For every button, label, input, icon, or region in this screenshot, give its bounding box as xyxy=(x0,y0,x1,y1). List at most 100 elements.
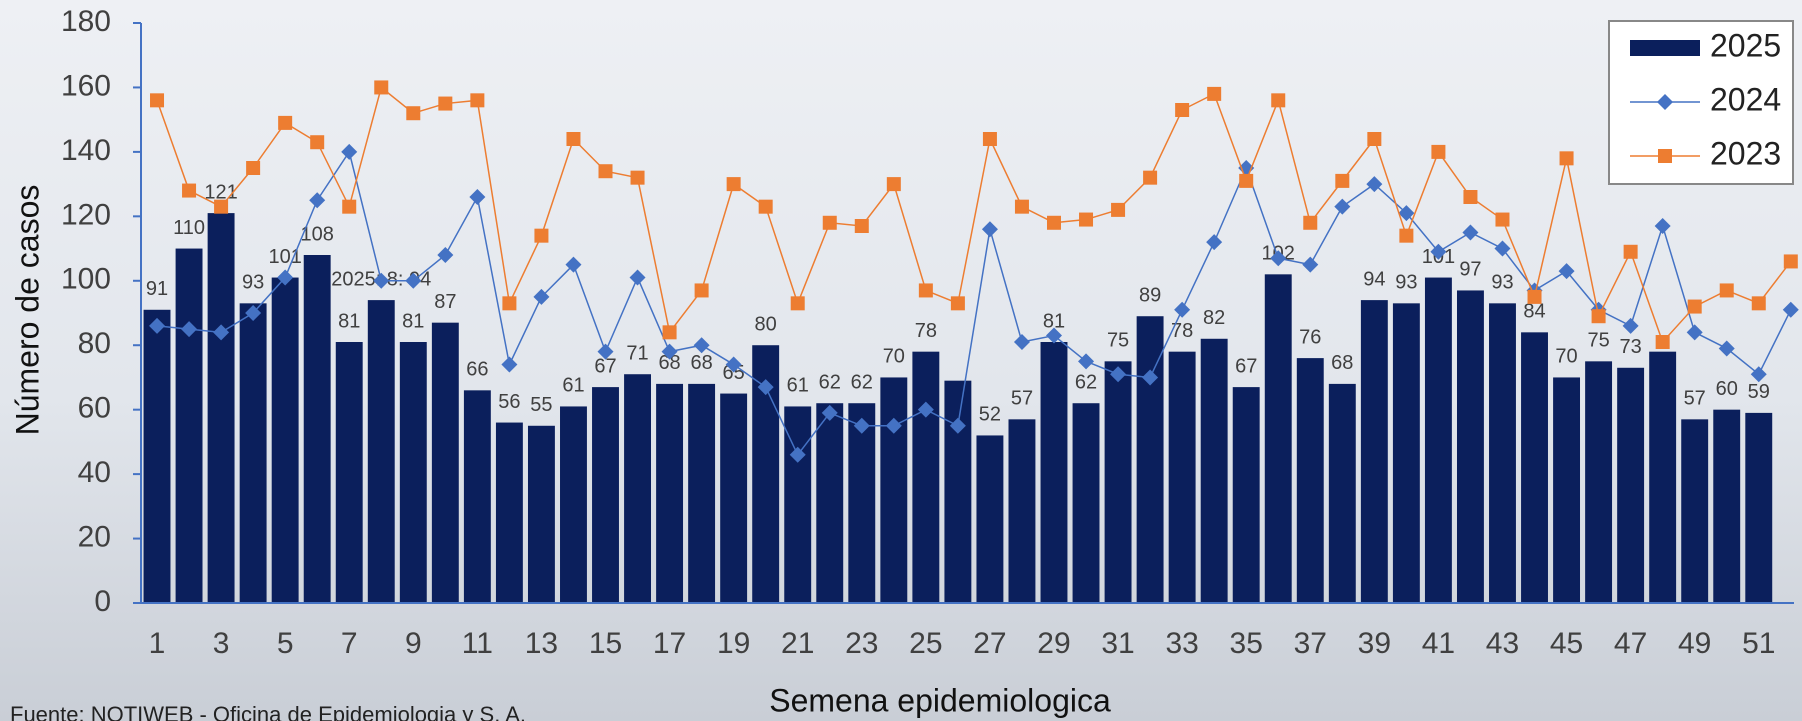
x-tick-label: 21 xyxy=(781,627,814,660)
data-label: 81 xyxy=(338,310,360,332)
bar xyxy=(1136,316,1164,603)
data-label: 55 xyxy=(530,394,552,416)
point xyxy=(790,296,805,311)
y-tick-label: 40 xyxy=(78,456,111,489)
data-label: 78 xyxy=(915,320,937,342)
point xyxy=(1559,151,1574,166)
point xyxy=(150,93,165,108)
x-tick-label: 45 xyxy=(1550,627,1583,660)
x-tick-label: 39 xyxy=(1358,627,1391,660)
point xyxy=(726,177,741,192)
point xyxy=(949,417,966,434)
x-tick-label: 15 xyxy=(589,627,622,660)
bar xyxy=(1553,377,1581,603)
data-label: 75 xyxy=(1107,330,1129,352)
legend-label: 2025 xyxy=(1710,27,1781,63)
data-label: 110 xyxy=(173,217,205,239)
data-label: 78 xyxy=(1171,320,1193,342)
x-tick-label: 41 xyxy=(1422,627,1455,660)
bar xyxy=(1456,290,1484,603)
point xyxy=(1207,86,1222,101)
point xyxy=(1334,198,1351,215)
point xyxy=(1046,215,1061,230)
point xyxy=(501,356,518,373)
bar xyxy=(1617,367,1645,603)
bar xyxy=(976,435,1004,603)
x-tick-label: 17 xyxy=(653,627,686,660)
x-tick-label: 35 xyxy=(1230,627,1263,660)
data-label: 68 xyxy=(690,352,712,374)
bar xyxy=(1008,419,1036,603)
point xyxy=(950,296,965,311)
point xyxy=(854,219,869,233)
point xyxy=(405,272,422,289)
point xyxy=(1398,205,1415,222)
data-label: 68 xyxy=(1331,352,1353,374)
data-label: 93 xyxy=(1395,272,1417,294)
point xyxy=(1750,366,1767,383)
point xyxy=(853,417,870,434)
y-tick-label: 140 xyxy=(61,134,111,167)
data-label: 57 xyxy=(1684,388,1706,410)
bar xyxy=(1649,351,1677,603)
x-tick-label: 49 xyxy=(1678,627,1711,660)
point xyxy=(181,321,198,338)
point xyxy=(885,417,902,434)
point xyxy=(662,325,677,340)
bar xyxy=(271,277,299,603)
data-label: 93 xyxy=(1491,272,1513,294)
y-tick-label: 20 xyxy=(78,520,111,553)
bar xyxy=(1232,387,1260,603)
point xyxy=(502,296,517,311)
point xyxy=(918,283,933,298)
bar xyxy=(1745,412,1773,603)
bar xyxy=(624,374,651,603)
data-label: 108 xyxy=(301,223,334,245)
data-label: 56 xyxy=(498,391,520,413)
data-label: 81 xyxy=(402,310,424,332)
x-tick-label: 47 xyxy=(1614,627,1647,660)
bar xyxy=(367,300,395,603)
data-label: 73 xyxy=(1619,336,1641,358)
data-label: 68 xyxy=(658,352,680,374)
x-tick-label: 19 xyxy=(717,627,750,660)
bar xyxy=(1392,303,1420,603)
y-tick-label: 80 xyxy=(78,327,111,360)
bar xyxy=(431,322,459,603)
point xyxy=(982,132,997,146)
point xyxy=(597,343,614,360)
data-label: 70 xyxy=(1555,346,1577,368)
data-label: 82 xyxy=(1203,307,1225,329)
point xyxy=(1782,301,1799,318)
line xyxy=(156,86,1792,344)
data-label: 94 xyxy=(1363,268,1385,290)
bar xyxy=(1040,342,1068,603)
bar xyxy=(592,387,619,603)
data-label: 66 xyxy=(466,359,488,381)
point xyxy=(278,115,293,130)
point xyxy=(245,305,262,321)
bar xyxy=(1264,274,1292,603)
bar xyxy=(1104,361,1132,603)
x-tick-label: 7 xyxy=(341,627,358,660)
data-label: 52 xyxy=(979,404,1001,426)
point xyxy=(1654,218,1671,234)
line xyxy=(156,150,1792,457)
legend-swatch xyxy=(1630,40,1700,56)
bar xyxy=(944,380,972,603)
point xyxy=(214,199,229,214)
point xyxy=(1206,234,1223,251)
bar xyxy=(239,303,267,603)
x-tick-label: 33 xyxy=(1165,627,1198,660)
data-label: 75 xyxy=(1587,330,1609,352)
data-label: 81 xyxy=(1043,310,1065,332)
point xyxy=(1495,212,1510,227)
point xyxy=(1335,173,1350,188)
data-label: 62 xyxy=(851,372,873,394)
point xyxy=(1239,173,1254,188)
bar xyxy=(1168,351,1196,603)
bar xyxy=(816,403,844,603)
point xyxy=(1111,202,1126,217)
point xyxy=(694,283,709,298)
data-label: 91 xyxy=(146,278,168,300)
